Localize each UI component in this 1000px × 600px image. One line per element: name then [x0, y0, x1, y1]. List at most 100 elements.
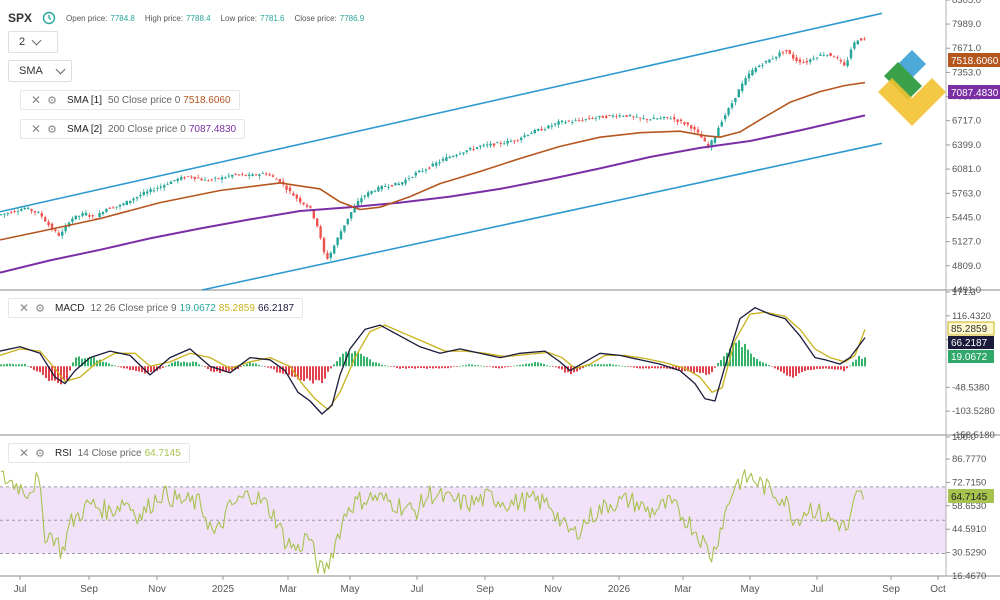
- indicator-legend-rsi[interactable]: ✕ ⚙ RSI 14 Close price 64.7145: [8, 443, 190, 463]
- candle: [166, 181, 169, 186]
- candle-body: [462, 152, 465, 154]
- candle: [577, 117, 581, 122]
- macd-histogram-bar: [168, 364, 170, 367]
- macd-histogram-bar: [381, 364, 383, 367]
- candle: [516, 139, 519, 143]
- candle-body: [23, 207, 26, 210]
- candle: [693, 125, 696, 133]
- candle: [557, 119, 560, 128]
- candle: [20, 205, 23, 212]
- candle-body: [652, 117, 655, 119]
- candle-body: [826, 54, 829, 56]
- candle-body: [411, 176, 414, 178]
- macd-histogram-bar: [306, 366, 308, 379]
- candle: [829, 52, 832, 57]
- candle: [683, 121, 686, 126]
- macd-histogram-bar: [558, 366, 560, 369]
- macd-histogram-bar: [495, 366, 497, 368]
- candle: [418, 169, 421, 173]
- candle-body: [183, 177, 186, 179]
- macd-histogram-bar: [222, 366, 224, 372]
- candle: [268, 172, 271, 177]
- candle: [135, 196, 139, 202]
- candle: [720, 119, 723, 128]
- candle: [509, 138, 513, 143]
- close-icon[interactable]: ✕: [30, 93, 42, 107]
- high-label: High price:: [144, 13, 184, 23]
- candle: [370, 190, 373, 196]
- candle: [503, 140, 506, 145]
- low-label: Low price:: [220, 13, 258, 23]
- candle-body: [190, 176, 193, 178]
- macd-histogram-bar: [720, 360, 722, 367]
- candle: [778, 49, 781, 59]
- macd-histogram-bar: [126, 366, 128, 369]
- candle-body: [237, 174, 241, 176]
- macd-histogram-bar: [753, 357, 755, 367]
- candle-body: [465, 150, 468, 152]
- candle: [584, 118, 587, 122]
- candle: [78, 215, 81, 221]
- interval-selector[interactable]: 2: [8, 31, 58, 53]
- candle: [571, 119, 574, 126]
- candle-body: [251, 174, 254, 177]
- close-icon[interactable]: ✕: [18, 446, 30, 460]
- price-axis-label-text: 7518.6060: [951, 56, 999, 67]
- candle-body: [550, 125, 553, 127]
- candle-body: [118, 204, 122, 207]
- candle-body: [452, 155, 455, 157]
- indicator-legend-macd[interactable]: ✕ ⚙ MACD 12 26 Close price 9 19.0672 85.…: [8, 298, 304, 318]
- macd-histogram-bar: [822, 366, 824, 369]
- macd-histogram-bar: [270, 366, 272, 369]
- macd-axis-label-text: 19.0672: [951, 352, 988, 363]
- candle: [10, 210, 13, 214]
- candle-body: [40, 213, 43, 217]
- candle: [27, 206, 30, 210]
- candle: [540, 126, 543, 131]
- indicator-legend-sma2[interactable]: ✕ ⚙ SMA [2] 200 Close price 0 7087.4830: [20, 119, 246, 139]
- indicator-name: SMA [2]: [67, 123, 103, 135]
- x-tick-label: Sep: [80, 584, 98, 595]
- candle-body: [598, 115, 601, 117]
- candle-body: [785, 49, 788, 52]
- macd-histogram-bar: [279, 366, 281, 373]
- candle-body: [707, 143, 710, 147]
- macd-layer: [0, 307, 866, 415]
- macd-line-value: 66.2187: [257, 302, 295, 314]
- candle-body: [438, 162, 441, 164]
- low-value: 7781.6: [260, 13, 285, 23]
- candle-body: [509, 140, 513, 142]
- candle-body: [693, 127, 696, 130]
- gear-icon[interactable]: ⚙: [35, 302, 45, 315]
- close-icon[interactable]: ✕: [18, 301, 30, 315]
- macd-histogram-bar: [627, 366, 629, 367]
- macd-histogram-bar: [525, 363, 527, 367]
- candle: [387, 184, 390, 190]
- macd-histogram-bar: [450, 366, 452, 368]
- candle-body: [530, 132, 533, 134]
- candle: [390, 184, 394, 187]
- candle: [472, 145, 475, 152]
- candle: [455, 153, 458, 158]
- candle: [843, 58, 846, 67]
- gear-icon[interactable]: ⚙: [35, 447, 45, 460]
- candle: [703, 135, 706, 142]
- close-icon[interactable]: ✕: [30, 122, 42, 136]
- candle: [231, 174, 234, 180]
- indicator-selector[interactable]: SMA: [8, 60, 72, 82]
- macd-histogram-bar: [663, 366, 665, 369]
- candle-body: [173, 180, 176, 181]
- candle-body: [112, 207, 115, 209]
- candle: [802, 59, 805, 64]
- candle-body: [703, 137, 706, 142]
- candle: [625, 114, 628, 118]
- indicator-legend-sma1[interactable]: ✕ ⚙ SMA [1] 50 Close price 0 7518.6060: [20, 90, 240, 110]
- clock-icon[interactable]: [42, 11, 56, 25]
- macd-histogram-bar: [333, 364, 335, 367]
- macd-histogram-bar: [378, 363, 380, 367]
- gear-icon[interactable]: ⚙: [47, 123, 57, 136]
- gear-icon[interactable]: ⚙: [47, 94, 57, 107]
- candle: [326, 250, 329, 260]
- macd-histogram-bar: [585, 366, 587, 367]
